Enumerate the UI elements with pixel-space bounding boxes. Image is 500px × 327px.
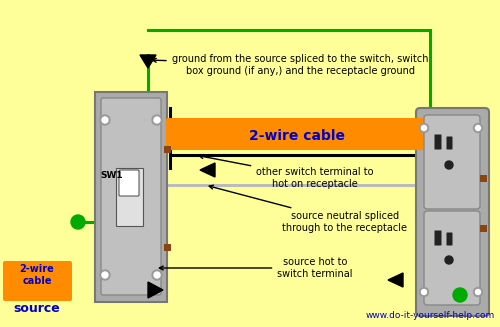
Circle shape: [420, 124, 428, 132]
Circle shape: [474, 287, 482, 297]
Text: SW1: SW1: [100, 170, 122, 180]
Circle shape: [100, 270, 110, 280]
FancyBboxPatch shape: [480, 175, 487, 182]
Circle shape: [476, 289, 480, 295]
Polygon shape: [200, 163, 215, 177]
Text: source: source: [14, 301, 60, 315]
Text: other switch terminal to
hot on receptacle: other switch terminal to hot on receptac…: [200, 155, 374, 189]
Circle shape: [152, 270, 162, 280]
FancyBboxPatch shape: [446, 232, 452, 246]
Text: source hot to
switch terminal: source hot to switch terminal: [160, 257, 353, 279]
FancyBboxPatch shape: [119, 170, 139, 196]
FancyBboxPatch shape: [164, 244, 171, 251]
Circle shape: [422, 126, 426, 130]
Circle shape: [100, 115, 110, 125]
Circle shape: [152, 115, 162, 125]
FancyBboxPatch shape: [3, 261, 72, 301]
FancyBboxPatch shape: [446, 136, 452, 149]
FancyBboxPatch shape: [434, 231, 442, 246]
FancyBboxPatch shape: [424, 115, 480, 209]
Text: 2-wire cable: 2-wire cable: [249, 129, 345, 143]
Polygon shape: [140, 55, 156, 68]
FancyBboxPatch shape: [424, 211, 480, 305]
FancyBboxPatch shape: [166, 118, 428, 150]
Circle shape: [453, 288, 467, 302]
FancyBboxPatch shape: [116, 168, 143, 226]
Circle shape: [445, 161, 453, 169]
Circle shape: [420, 287, 428, 297]
Circle shape: [71, 215, 85, 229]
FancyBboxPatch shape: [95, 92, 167, 302]
Text: 2-wire
cable: 2-wire cable: [20, 264, 54, 286]
Circle shape: [474, 124, 482, 132]
Circle shape: [422, 289, 426, 295]
Text: source neutral spliced
through to the receptacle: source neutral spliced through to the re…: [209, 185, 408, 233]
Polygon shape: [148, 282, 163, 298]
Circle shape: [154, 272, 160, 278]
FancyBboxPatch shape: [101, 98, 161, 295]
Text: www.do-it-yourself-help.com: www.do-it-yourself-help.com: [366, 311, 495, 320]
FancyBboxPatch shape: [480, 225, 487, 232]
Circle shape: [154, 117, 160, 123]
FancyBboxPatch shape: [416, 108, 489, 316]
Polygon shape: [388, 273, 403, 287]
FancyBboxPatch shape: [164, 146, 171, 153]
Text: ground from the source spliced to the switch, switch
box ground (if any,) and th: ground from the source spliced to the sw…: [152, 54, 428, 76]
FancyBboxPatch shape: [434, 134, 442, 149]
Circle shape: [102, 272, 108, 278]
Circle shape: [102, 117, 108, 123]
Circle shape: [476, 126, 480, 130]
Circle shape: [445, 256, 453, 264]
